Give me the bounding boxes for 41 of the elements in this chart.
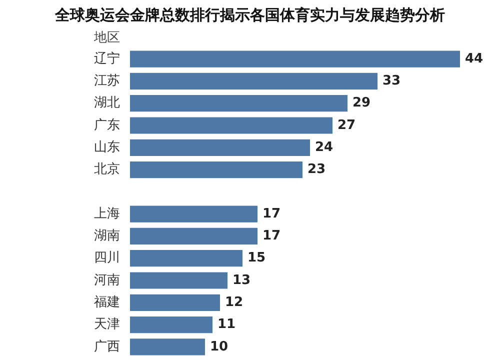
data-label: 17 — [262, 228, 281, 244]
y-tick-label: 北京 — [94, 162, 120, 178]
data-label: 13 — [232, 272, 251, 288]
data-label: 33 — [382, 74, 401, 89]
bar — [130, 139, 310, 156]
bar — [130, 206, 258, 222]
y-axis-title: 地区 — [93, 30, 120, 46]
chart-title: 全球奥运会金牌总数排行揭示各国体育实力与发展趋势分析 — [54, 6, 445, 24]
data-label: 12 — [225, 295, 244, 310]
bar — [130, 272, 228, 289]
bar — [130, 338, 205, 356]
bar — [130, 316, 212, 334]
data-label: 24 — [315, 140, 334, 156]
bar — [130, 161, 302, 178]
data-label: 29 — [352, 96, 371, 111]
data-label: 27 — [338, 118, 356, 133]
y-tick-label: 天津 — [94, 317, 120, 332]
bar — [130, 228, 258, 245]
data-label: 15 — [248, 250, 266, 266]
data-label: 11 — [218, 317, 236, 332]
bar — [130, 50, 460, 68]
y-tick-label: 山东 — [94, 140, 120, 156]
bar — [130, 72, 378, 90]
y-tick-label: 河南 — [94, 272, 120, 288]
data-label: 10 — [210, 339, 228, 354]
bar — [130, 95, 348, 112]
data-label: 17 — [262, 206, 281, 222]
bar — [130, 250, 242, 267]
y-tick-label: 辽宁 — [94, 50, 120, 66]
bar — [130, 117, 332, 134]
y-tick-label: 湖北 — [94, 96, 120, 111]
y-tick-label: 上海 — [94, 206, 120, 222]
y-tick-label: 广西 — [94, 339, 120, 354]
y-tick-label: 江苏 — [94, 74, 120, 89]
y-tick-label: 福建 — [94, 295, 120, 310]
y-tick-label: 四川 — [94, 250, 120, 266]
data-label: 23 — [308, 162, 326, 178]
data-label: 44 — [465, 51, 484, 66]
bar — [130, 294, 220, 311]
y-tick-label: 湖南 — [94, 228, 120, 244]
y-tick-label: 广东 — [94, 118, 120, 133]
